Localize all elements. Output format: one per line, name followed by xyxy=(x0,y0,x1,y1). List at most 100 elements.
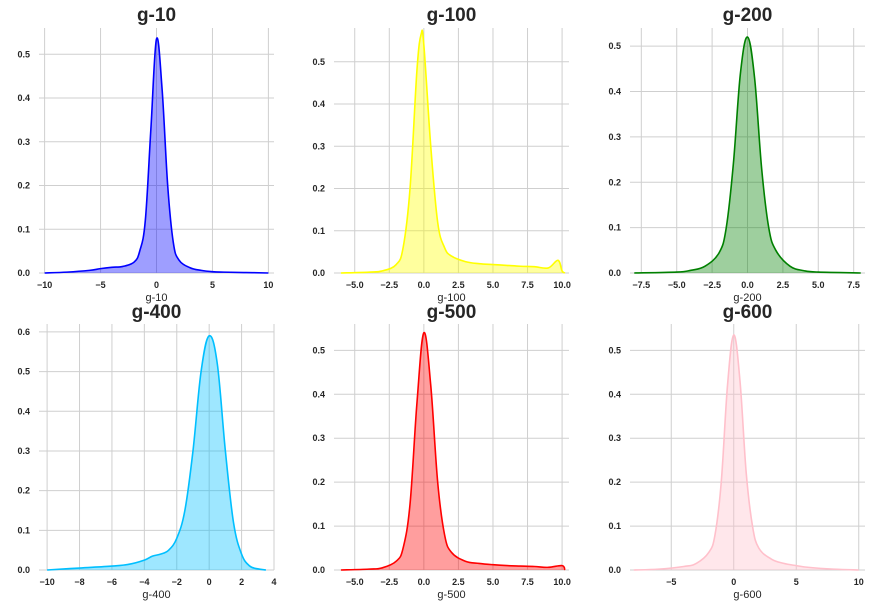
x-tick-label: 2 xyxy=(239,577,244,587)
data-point xyxy=(758,547,760,549)
x-axis-label: g-400 xyxy=(142,589,170,601)
data-point xyxy=(66,271,68,273)
data-point xyxy=(739,380,741,382)
data-point xyxy=(795,565,797,567)
data-point xyxy=(720,481,722,483)
x-tick-label: −4 xyxy=(139,577,149,587)
data-point xyxy=(789,265,791,267)
x-tick-label: −8 xyxy=(74,577,84,587)
x-tick-label: 0 xyxy=(731,577,736,587)
y-tick-label: 0.3 xyxy=(312,141,325,151)
x-tick-label: 10 xyxy=(263,280,273,290)
x-axis-label: g-500 xyxy=(437,589,465,601)
data-point xyxy=(437,481,439,483)
data-point xyxy=(695,563,697,565)
data-point xyxy=(395,560,397,562)
y-tick-label: 0.0 xyxy=(608,565,621,575)
data-point xyxy=(506,565,508,567)
y-tick-label: 0.4 xyxy=(312,389,325,399)
kde-line xyxy=(340,331,566,571)
x-tick-label: 7.5 xyxy=(521,280,534,290)
y-tick-label: 0.2 xyxy=(17,181,30,191)
data-point xyxy=(444,534,446,536)
chart-title: g-600 xyxy=(723,302,773,323)
data-point xyxy=(718,252,720,254)
data-point xyxy=(225,450,227,452)
chart-title: g-500 xyxy=(427,302,477,323)
data-point xyxy=(423,44,425,46)
x-axis-label: g-200 xyxy=(733,292,761,304)
x-tick-label: 10.0 xyxy=(553,577,571,587)
data-point xyxy=(161,88,163,90)
x-tick-label: −5.0 xyxy=(668,280,686,290)
kde-line xyxy=(340,29,566,274)
data-point xyxy=(172,242,174,244)
data-point xyxy=(340,272,342,274)
data-point xyxy=(241,553,243,555)
y-tick-label: 0.1 xyxy=(608,521,621,531)
data-point xyxy=(714,534,716,536)
data-point xyxy=(192,450,194,452)
data-point xyxy=(770,558,772,560)
data-point xyxy=(564,272,566,274)
x-tick-label: 0.0 xyxy=(418,577,431,587)
y-tick-label: 0.3 xyxy=(17,137,30,147)
y-tick-label: 0.0 xyxy=(608,268,621,278)
y-tick-label: 0.0 xyxy=(17,268,30,278)
chart-panel-g-10: 0.0 0.1 0.2 0.3 0.4 0.5 −10 −5 0 5 10 g-10 g-10 xyxy=(17,5,274,304)
data-point xyxy=(437,222,439,224)
y-tick-label: 0.0 xyxy=(312,268,325,278)
data-point xyxy=(46,569,48,571)
data-point xyxy=(368,271,370,273)
data-point xyxy=(547,567,549,569)
x-tick-label: −5 xyxy=(666,577,676,587)
x-tick-label: 0 xyxy=(154,280,159,290)
x-tick-label: −5 xyxy=(95,280,105,290)
x-tick-label: 5.0 xyxy=(487,577,500,587)
data-point xyxy=(416,69,418,71)
y-tick-label: 0.3 xyxy=(312,433,325,443)
y-tick-label: 0.2 xyxy=(17,486,30,496)
histogram-area xyxy=(340,30,565,273)
y-tick-label: 0.1 xyxy=(312,521,325,531)
data-point xyxy=(257,568,259,570)
x-tick-label: −6 xyxy=(107,577,117,587)
data-point xyxy=(160,553,162,555)
data-point xyxy=(249,565,251,567)
y-tick-label: 0.1 xyxy=(608,223,621,233)
data-point xyxy=(133,261,135,263)
data-point xyxy=(858,569,860,571)
data-point xyxy=(478,563,480,565)
data-point xyxy=(451,255,453,257)
data-point xyxy=(492,264,494,266)
x-tick-label: −5.0 xyxy=(346,577,364,587)
x-tick-label: 2.5 xyxy=(777,280,790,290)
chart-title: g-10 xyxy=(137,5,176,26)
chart-title: g-100 xyxy=(427,5,477,26)
data-point xyxy=(676,271,678,273)
y-tick-label: 0.5 xyxy=(17,367,30,377)
data-point xyxy=(245,272,247,274)
data-point xyxy=(139,250,141,252)
y-tick-label: 0.0 xyxy=(17,565,30,575)
histogram-area xyxy=(633,334,859,570)
data-point xyxy=(167,185,169,187)
data-point xyxy=(423,332,425,334)
data-point xyxy=(382,567,384,569)
y-tick-label: 0.2 xyxy=(608,477,621,487)
x-tick-label: 4 xyxy=(271,577,276,587)
x-tick-label: −2.5 xyxy=(380,577,398,587)
data-point xyxy=(44,272,46,274)
y-tick-label: 0.5 xyxy=(312,57,325,67)
data-point xyxy=(200,371,202,373)
x-tick-label: 0 xyxy=(207,577,212,587)
data-point xyxy=(122,266,124,268)
y-tick-label: 0.2 xyxy=(608,177,621,187)
data-point xyxy=(506,265,508,267)
y-tick-label: 0.2 xyxy=(312,184,325,194)
data-point xyxy=(402,247,404,249)
data-point xyxy=(733,163,735,165)
data-point xyxy=(268,272,270,274)
x-tick-label: 5 xyxy=(794,577,799,587)
x-tick-label: −10 xyxy=(39,577,54,587)
